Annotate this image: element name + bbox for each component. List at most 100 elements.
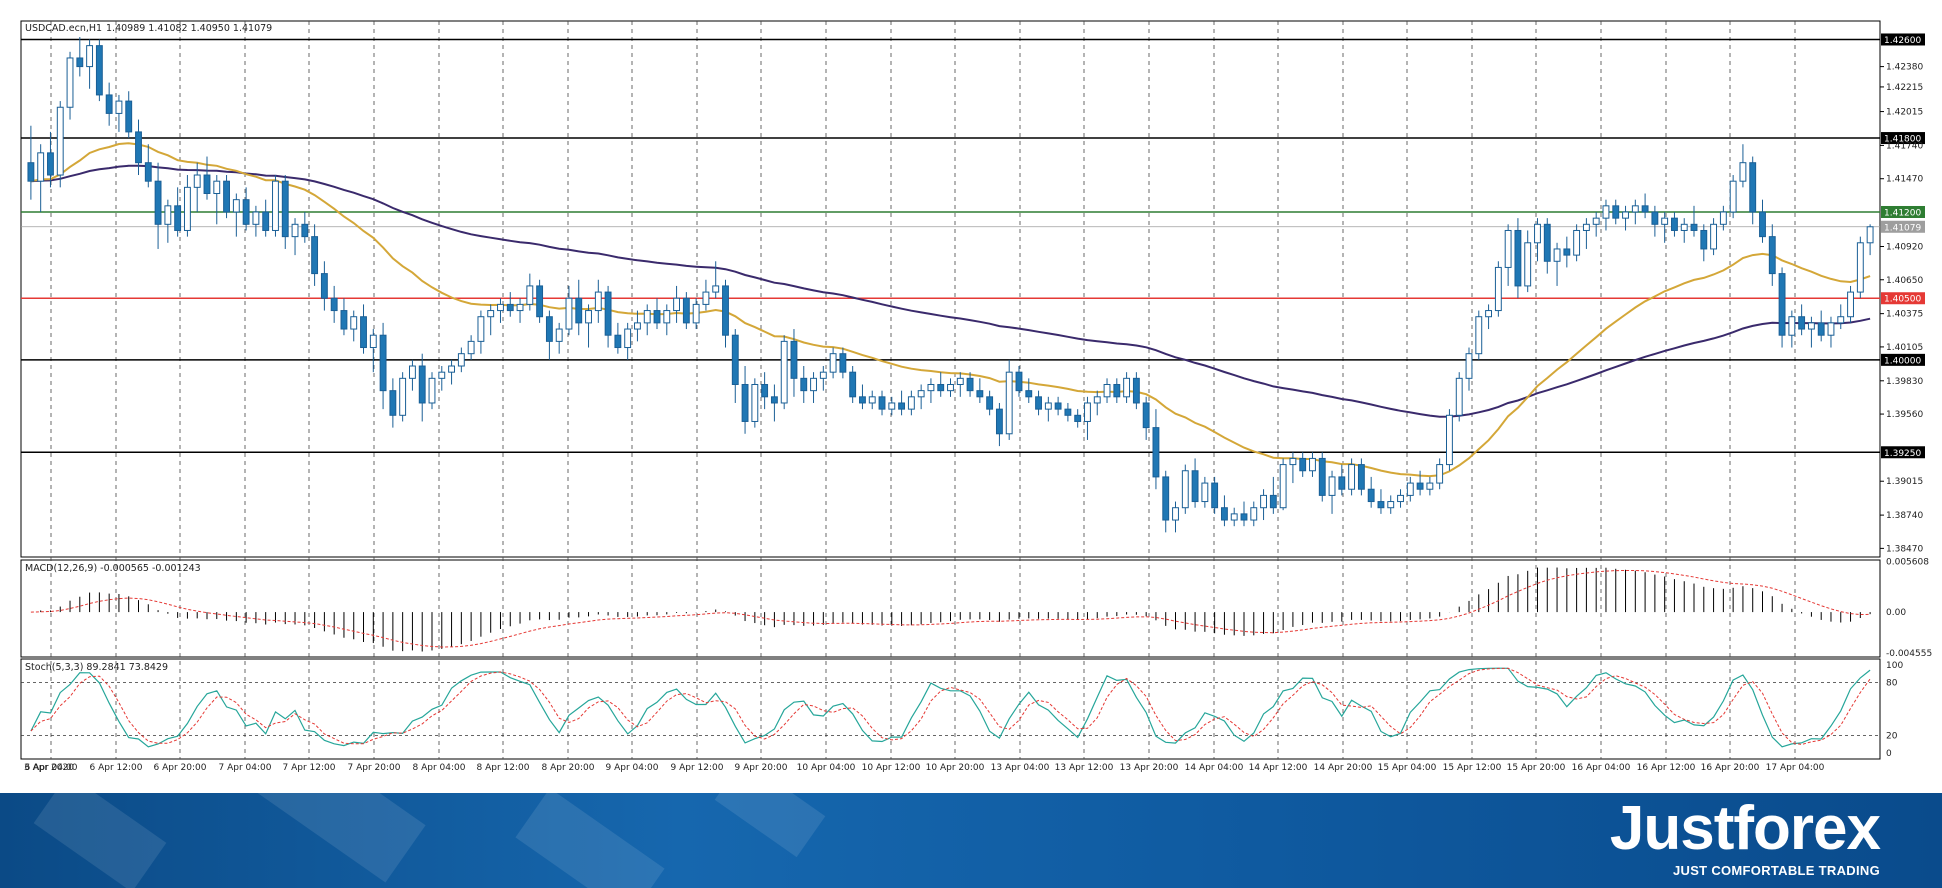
price-level-label: 1.40000	[1884, 356, 1921, 366]
x-tick-label: 16 Apr 12:00	[1637, 763, 1696, 773]
candle-body	[1827, 322, 1835, 336]
candle-body	[1739, 162, 1747, 182]
y-tick-label: 1.40920	[1886, 242, 1923, 252]
candle-body	[1631, 205, 1639, 213]
chart-symbol: USDCAD.ecn,H1	[25, 23, 102, 34]
candle-body	[1465, 353, 1473, 379]
stoch-main-line	[30, 667, 1871, 748]
x-tick-label: 6 Apr 20:00	[154, 763, 207, 773]
candle-body	[1103, 383, 1111, 398]
candle-body	[1132, 377, 1140, 404]
price-level-tag	[1881, 220, 1925, 233]
candle-body	[1240, 513, 1248, 521]
candle-body	[1680, 223, 1688, 231]
candle-body	[663, 310, 671, 324]
x-tick-label: 15 Apr 04:00	[1378, 763, 1437, 773]
candle-body	[770, 396, 778, 404]
price-level-label: 1.41800	[1884, 135, 1921, 145]
x-tick-label: 13 Apr 12:00	[1055, 763, 1114, 773]
candle-body	[1397, 494, 1404, 503]
candle-body	[408, 365, 416, 379]
x-tick-label: 10 Apr 20:00	[926, 763, 985, 773]
candle-body	[712, 285, 720, 293]
price-level-label: 1.42600	[1884, 36, 1921, 46]
x-tick-label: 8 Apr 20:00	[542, 763, 595, 773]
y-tick-label: 1.40375	[1886, 310, 1923, 320]
candle-body	[272, 180, 279, 231]
candle-body	[350, 316, 358, 330]
candle-body	[1035, 396, 1042, 410]
candle-body	[301, 223, 309, 238]
candle-body	[1729, 180, 1737, 213]
candle-body	[1299, 457, 1307, 472]
banner-decor-shape	[515, 793, 665, 888]
candle-body	[1534, 223, 1541, 244]
candle-body	[741, 383, 749, 422]
candle-body	[1455, 377, 1463, 416]
candle-body	[213, 180, 221, 195]
price-panel	[20, 20, 1881, 558]
candle-body	[1856, 242, 1864, 293]
candle-body	[956, 377, 964, 385]
candle-body	[47, 152, 54, 176]
candle-body	[634, 322, 641, 330]
candle-body	[1113, 383, 1121, 398]
candle-body	[995, 408, 1003, 435]
candle-body	[1220, 507, 1228, 521]
candle-body	[1211, 482, 1219, 509]
candle-body	[1719, 211, 1727, 225]
candle-body	[1749, 162, 1757, 213]
candle-body	[1005, 371, 1013, 435]
candle-body	[986, 396, 994, 410]
x-tick-label: 13 Apr 20:00	[1120, 763, 1179, 773]
candle-body	[193, 174, 201, 188]
candle-body	[898, 402, 906, 410]
candlesticks	[27, 37, 1874, 533]
candle-body	[565, 297, 573, 330]
candle-body	[966, 377, 974, 392]
y-tick-label: 1.42015	[1886, 108, 1923, 118]
x-tick-label: 15 Apr 12:00	[1443, 763, 1502, 773]
candle-body	[1406, 482, 1414, 496]
ma-slow-line	[30, 164, 1871, 418]
candle-body	[859, 396, 866, 404]
candle-body	[1504, 229, 1512, 268]
candle-body	[1612, 205, 1620, 219]
candle-body	[1778, 273, 1786, 336]
candle-body	[37, 152, 45, 182]
candle-body	[1074, 414, 1082, 422]
candle-body	[1162, 476, 1170, 521]
price-level-tag	[1881, 132, 1925, 145]
candle-body	[183, 186, 191, 231]
x-tick-label: 10 Apr 04:00	[797, 763, 856, 773]
candle-body	[135, 131, 142, 164]
candle-body	[203, 174, 211, 195]
candle-body	[311, 236, 319, 275]
candle-body	[604, 291, 612, 336]
candle-body	[829, 353, 837, 373]
candle-body	[1426, 482, 1434, 490]
candle-body	[1387, 501, 1395, 509]
candle-body	[907, 396, 915, 410]
candle-body	[1622, 211, 1629, 219]
candle-body	[1641, 205, 1649, 213]
y-tick-label: 1.39015	[1886, 477, 1923, 487]
candle-body	[1377, 501, 1385, 509]
candle-body	[927, 383, 935, 392]
candle-body	[819, 371, 827, 379]
candle-body	[1847, 291, 1854, 318]
candle-body	[1798, 316, 1806, 330]
banner-decor-shape	[254, 793, 426, 883]
candle-body	[780, 340, 788, 404]
x-tick-label: 7 Apr 20:00	[348, 763, 401, 773]
macd-y-label: 0.00	[1886, 608, 1906, 618]
candle-body	[223, 180, 230, 213]
candle-body	[1768, 236, 1776, 275]
candle-body	[1084, 402, 1091, 422]
macd-y-label: -0.004555	[1886, 649, 1932, 659]
stoch-y-label: 100	[1886, 661, 1903, 671]
y-tick-label: 1.41740	[1886, 141, 1923, 151]
candle-body	[1710, 223, 1718, 250]
macd-histogram	[30, 567, 1871, 652]
candle-body	[888, 402, 896, 410]
